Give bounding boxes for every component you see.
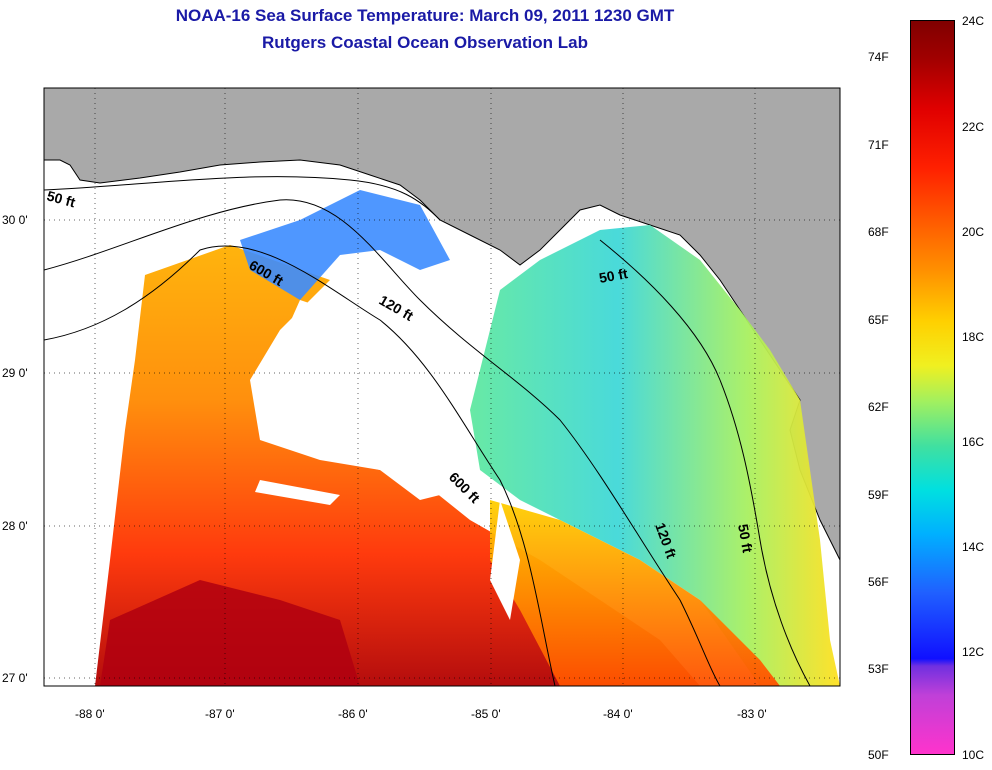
colorbar-c-label: 22C: [962, 120, 985, 134]
contour-600ft: [44, 245, 556, 686]
map-title: NOAA-16 Sea Surface Temperature: March 0…: [175, 6, 675, 25]
colorbar-f-label: 68F: [868, 225, 889, 239]
colorbar-f-label: 53F: [868, 662, 889, 676]
y-tick-label: 29 0': [2, 366, 28, 380]
sst-east-swath: [470, 225, 840, 686]
colorbar-f-label: 59F: [868, 488, 889, 502]
colorbar-c-label: 24C: [962, 14, 985, 28]
sst-dark-red-patch: [100, 580, 360, 686]
colorbar-c-label: 16C: [962, 435, 985, 449]
x-tick-label: -84 0': [603, 707, 633, 721]
contour-label: 50 ft: [598, 265, 629, 286]
y-tick-label: 27 0': [2, 671, 28, 685]
contour-50ft-east: [599, 239, 811, 686]
contour-50ft-north: [44, 176, 441, 221]
colorbar-c-label: 20C: [962, 225, 985, 239]
colorbar-c-label: 14C: [962, 540, 985, 554]
contour-label: 50 ft: [45, 187, 77, 210]
contour-120ft: [44, 199, 721, 686]
colorbar-f-label: 62F: [868, 400, 889, 414]
colorbar-c-label: 18C: [962, 330, 985, 344]
sst-blue-nearshore: [240, 190, 450, 300]
colorbar-f-label: 50F: [868, 748, 889, 762]
colorbar-f-label: 65F: [868, 313, 889, 327]
colorbar-f-label: 74F: [868, 50, 889, 64]
temperature-colorbar: [910, 20, 955, 755]
colorbar-f-label: 71F: [868, 138, 889, 152]
x-tick-label: -83 0': [737, 707, 767, 721]
x-tick-label: -88 0': [75, 707, 105, 721]
y-tick-label: 28 0': [2, 519, 28, 533]
sst-south-swath: [490, 500, 780, 686]
x-tick-label: -87 0': [205, 707, 235, 721]
y-tick-label: 30 0': [2, 213, 28, 227]
colorbar-c-label: 10C: [962, 748, 985, 762]
x-tick-label: -86 0': [338, 707, 368, 721]
contour-label: 50 ft: [735, 523, 756, 554]
sst-map: -88 0' -87 0' -86 0' -85 0' -84 0' -83 0…: [2, 87, 841, 721]
cloud-streak-2: [255, 480, 340, 505]
x-tick-label: -85 0': [471, 707, 501, 721]
colorbar-c-label: 12C: [962, 645, 985, 659]
colorbar-f-label: 56F: [868, 575, 889, 589]
map-subtitle: Rutgers Coastal Ocean Observation Lab: [262, 33, 588, 52]
cloud-streak: [490, 500, 520, 620]
cloud-gap: [260, 300, 470, 500]
